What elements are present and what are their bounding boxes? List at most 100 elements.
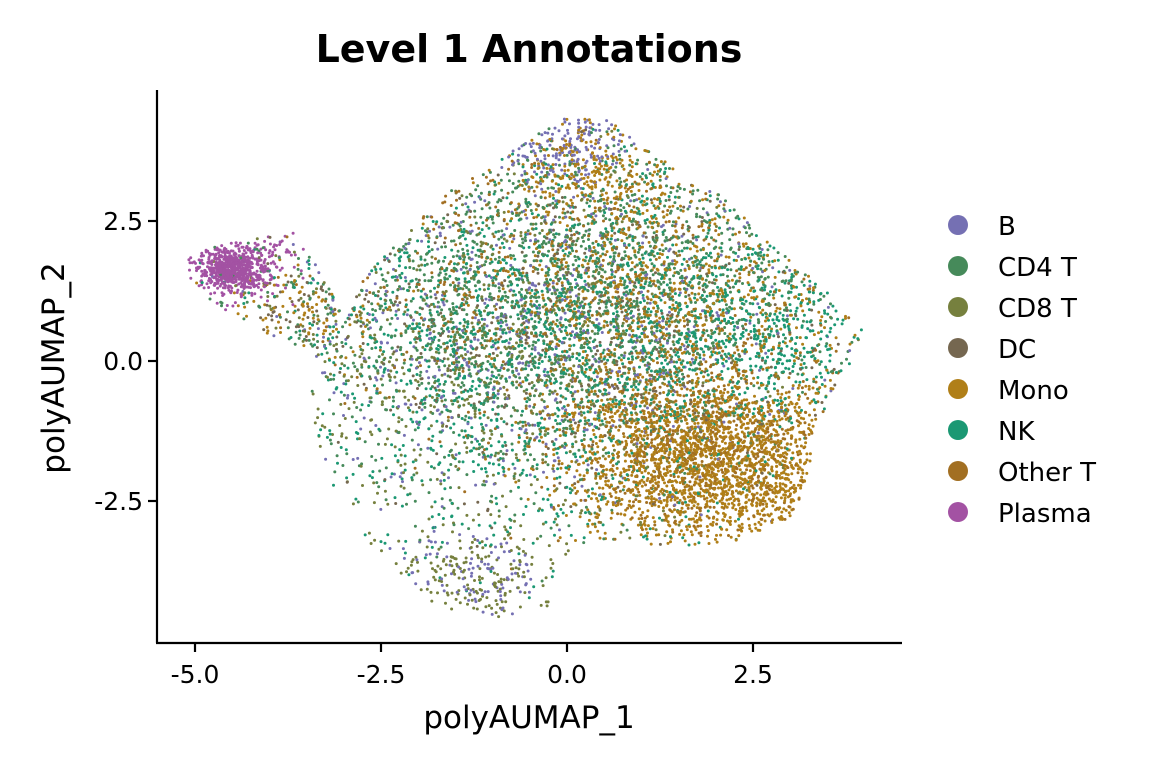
point-nk bbox=[447, 468, 451, 472]
point-b bbox=[518, 590, 522, 594]
point-b bbox=[412, 318, 415, 322]
point-nk bbox=[708, 194, 712, 198]
point-other-t bbox=[591, 290, 595, 294]
point-nk bbox=[430, 439, 434, 443]
point-cd4-t bbox=[517, 179, 521, 183]
point-dc bbox=[699, 430, 703, 434]
point-nk bbox=[841, 318, 845, 322]
point-mono bbox=[734, 489, 738, 493]
point-nk bbox=[554, 232, 558, 236]
point-cd4-t bbox=[609, 200, 613, 204]
point-nk bbox=[696, 395, 700, 399]
point-nk bbox=[441, 359, 445, 363]
point-plasma bbox=[237, 249, 241, 253]
point-mono bbox=[678, 520, 682, 524]
point-cd4-t bbox=[583, 433, 586, 437]
point-nk bbox=[778, 425, 782, 429]
point-mono bbox=[621, 133, 625, 137]
point-nk bbox=[563, 412, 567, 416]
point-cd4-t bbox=[623, 250, 627, 254]
point-b bbox=[483, 199, 487, 203]
point-cd8-t bbox=[353, 320, 357, 324]
point-nk bbox=[744, 299, 748, 303]
point-other-t bbox=[704, 360, 708, 364]
point-dc bbox=[504, 444, 508, 447]
point-cd8-t bbox=[470, 598, 474, 602]
point-cd4-t bbox=[513, 513, 517, 517]
point-other-t bbox=[513, 208, 517, 212]
point-nk bbox=[320, 352, 324, 356]
scatter-points bbox=[187, 117, 863, 619]
point-b bbox=[539, 159, 543, 163]
point-dc bbox=[701, 384, 705, 388]
point-dc bbox=[491, 351, 495, 355]
point-b bbox=[534, 284, 538, 288]
point-b bbox=[476, 564, 480, 568]
point-cd4-t bbox=[517, 290, 521, 294]
point-mono bbox=[558, 221, 562, 224]
point-cd8-t bbox=[478, 578, 481, 582]
point-dc bbox=[687, 293, 691, 297]
point-mono bbox=[534, 208, 538, 212]
point-dc bbox=[660, 311, 664, 315]
point-b bbox=[646, 406, 649, 410]
point-nk bbox=[575, 357, 579, 360]
point-nk bbox=[623, 394, 627, 398]
point-cd8-t bbox=[568, 348, 572, 351]
point-nk bbox=[563, 295, 567, 299]
point-cd8-t bbox=[450, 380, 454, 384]
point-plasma bbox=[275, 265, 279, 269]
point-dc bbox=[682, 205, 686, 209]
point-b bbox=[600, 155, 604, 159]
point-cd4-t bbox=[418, 268, 422, 272]
point-mono bbox=[729, 430, 733, 434]
point-mono bbox=[742, 216, 746, 220]
point-cd4-t bbox=[577, 448, 581, 452]
point-cd8-t bbox=[489, 513, 493, 517]
point-nk bbox=[415, 410, 419, 414]
point-cd4-t bbox=[380, 273, 384, 277]
point-other-t bbox=[443, 236, 447, 240]
point-b bbox=[427, 376, 431, 380]
point-mono bbox=[639, 283, 643, 287]
point-plasma bbox=[259, 288, 263, 292]
point-mono bbox=[713, 222, 717, 226]
point-other-t bbox=[707, 401, 711, 405]
point-dc bbox=[560, 284, 564, 287]
point-b bbox=[481, 610, 485, 614]
point-nk bbox=[618, 381, 622, 385]
point-b bbox=[548, 238, 552, 242]
point-nk bbox=[326, 378, 330, 382]
point-mono bbox=[292, 311, 296, 315]
point-b bbox=[564, 408, 568, 412]
point-nk bbox=[457, 373, 461, 377]
point-mono bbox=[663, 481, 666, 485]
point-cd8-t bbox=[470, 321, 474, 325]
point-cd4-t bbox=[539, 331, 543, 334]
point-cd8-t bbox=[430, 255, 434, 259]
point-mono bbox=[765, 505, 769, 508]
point-other-t bbox=[738, 272, 742, 276]
point-nk bbox=[452, 422, 456, 426]
point-b bbox=[540, 187, 544, 191]
point-cd4-t bbox=[526, 205, 530, 208]
point-cd8-t bbox=[297, 316, 301, 320]
point-dc bbox=[388, 252, 392, 256]
point-cd4-t bbox=[440, 308, 444, 312]
point-nk bbox=[443, 256, 447, 259]
point-cd4-t bbox=[440, 222, 444, 226]
point-nk bbox=[645, 537, 649, 541]
point-cd8-t bbox=[510, 353, 514, 357]
point-b bbox=[436, 305, 440, 309]
point-cd8-t bbox=[621, 329, 625, 333]
point-mono bbox=[686, 472, 690, 476]
point-mono bbox=[663, 301, 667, 305]
point-cd4-t bbox=[612, 251, 616, 255]
point-cd4-t bbox=[375, 359, 378, 363]
point-dc bbox=[411, 374, 415, 378]
point-other-t bbox=[666, 317, 669, 321]
point-cd8-t bbox=[462, 324, 466, 328]
point-cd8-t bbox=[431, 567, 434, 571]
point-dc bbox=[477, 354, 481, 358]
point-cd8-t bbox=[662, 375, 666, 379]
